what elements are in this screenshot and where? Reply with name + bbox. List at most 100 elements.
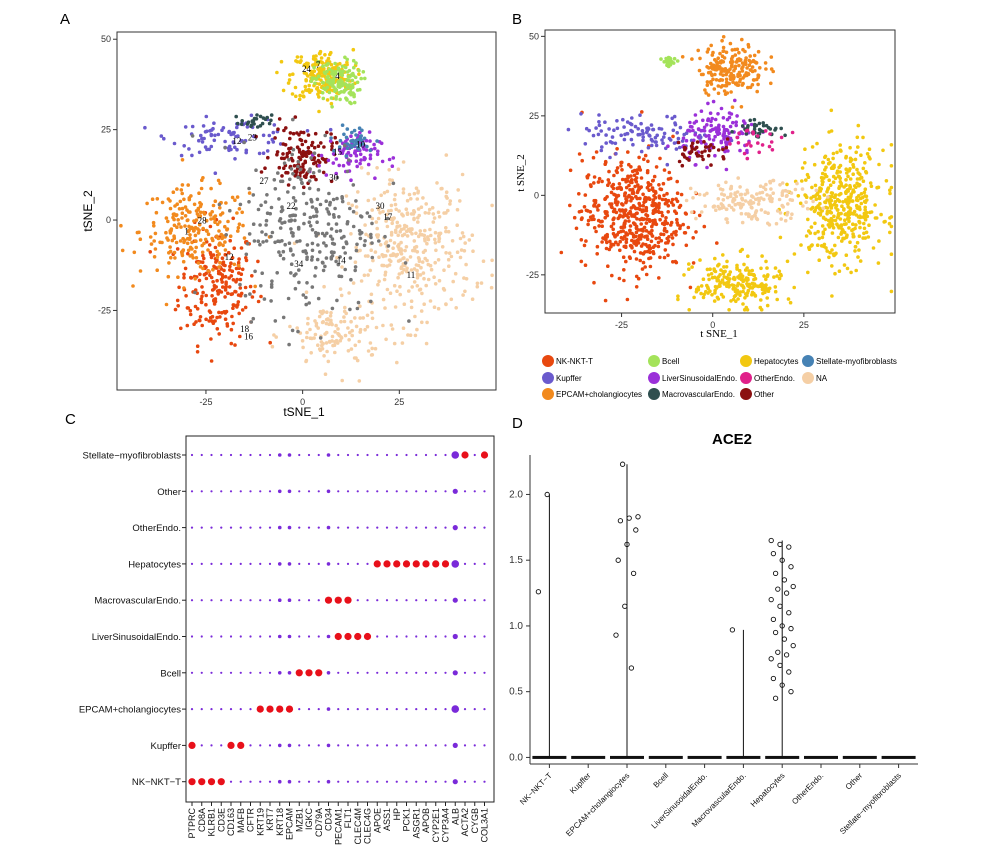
panel-b-point	[713, 117, 718, 122]
panel-b-point	[724, 50, 729, 55]
panel-b-point	[634, 257, 639, 261]
panel-a-point	[381, 254, 386, 259]
panel-a-point	[365, 211, 370, 215]
panel-b-point	[859, 153, 863, 157]
panel-a-point	[291, 147, 296, 152]
panel-b-point	[615, 166, 620, 170]
panel-a-point	[193, 276, 197, 281]
panel-a-point	[291, 231, 295, 235]
dotplot-dot	[373, 560, 381, 568]
panel-a-point	[356, 190, 360, 194]
panel-a-point	[316, 89, 321, 93]
panel-a-point	[331, 161, 336, 165]
dotplot-dot	[229, 599, 233, 602]
dotplot-dot	[249, 671, 252, 674]
dotplot-dot	[259, 599, 262, 602]
panel-a-point	[296, 164, 300, 169]
panel-a-point	[353, 316, 357, 320]
panel-a-point	[304, 201, 309, 206]
panel-b-point	[720, 188, 725, 192]
panel-b-point	[621, 214, 625, 219]
dotplot-dot	[277, 779, 282, 784]
panel-a-point	[185, 323, 190, 328]
panel-b-point	[823, 154, 828, 159]
panel-b-point	[734, 120, 738, 124]
panel-a-point	[256, 259, 260, 264]
panel-a-point	[213, 245, 218, 250]
panel-b-point	[694, 216, 698, 221]
panel-a-point	[258, 114, 263, 119]
panel-b-point	[586, 222, 590, 227]
panel-b-point	[724, 180, 728, 185]
panel-b-point	[751, 195, 755, 199]
panel-a-point	[265, 211, 270, 215]
panel-a-point	[180, 216, 184, 220]
panel-a-point	[359, 158, 363, 162]
panel-b-point	[579, 238, 584, 242]
panel-b-point	[646, 145, 651, 150]
panel-a-point	[172, 223, 177, 228]
panel-b-point	[644, 213, 648, 217]
panel-a-point	[195, 350, 200, 354]
panel-b-point	[748, 54, 752, 58]
panel-b-point	[579, 259, 584, 264]
panel-b-point	[843, 218, 847, 222]
panel-b-point	[740, 220, 745, 225]
panel-b-point	[759, 129, 763, 133]
panel-b-point	[735, 263, 739, 268]
panel-b-point	[689, 149, 694, 154]
panel-a-point	[370, 221, 374, 226]
panel-b-point	[716, 148, 721, 152]
panel-a-point	[206, 269, 211, 273]
panel-b-point	[707, 148, 712, 153]
panel-a-point	[354, 199, 358, 203]
dotplot-dot	[473, 708, 476, 711]
dotplot-dot	[366, 453, 369, 457]
panel-b-point	[842, 236, 846, 241]
panel-b-point	[673, 121, 677, 125]
violin-point	[781, 636, 788, 642]
panel-a-point	[350, 333, 355, 338]
panel-a-point	[375, 226, 380, 231]
panel-b-point	[861, 215, 865, 219]
panel-a-point	[238, 286, 243, 290]
panel-b-point	[841, 200, 845, 204]
panel-a-point	[207, 147, 212, 152]
panel-b-point	[621, 229, 625, 233]
panel-a-point	[143, 125, 147, 130]
panel-b-point	[828, 160, 832, 165]
panel-b-point	[764, 259, 768, 264]
panel-a-point	[338, 255, 342, 259]
panel-a-point	[375, 139, 379, 143]
panel-a-point	[286, 190, 290, 194]
panel-b-point	[790, 198, 795, 202]
dotplot-dot	[346, 526, 350, 529]
panel-a-point	[291, 253, 295, 257]
panel-b-point	[827, 255, 831, 260]
panel-b-point	[722, 131, 726, 136]
panel-a-point	[392, 241, 397, 245]
panel-b-point	[660, 197, 665, 202]
panel-a-point	[210, 294, 214, 298]
panel-b-point	[619, 225, 623, 230]
panel-a-point	[223, 240, 227, 244]
panel-a-point	[317, 153, 321, 158]
panel-a-point	[251, 193, 256, 197]
panel-a-point	[337, 332, 341, 337]
panel-a-point	[308, 90, 312, 94]
panel-a-point	[376, 282, 380, 287]
panel-b-point	[690, 265, 694, 269]
panel-a-point	[321, 309, 326, 313]
panel-a-point	[359, 166, 364, 170]
panel-a-point	[394, 207, 399, 212]
panel-b-point	[760, 254, 764, 258]
panel-b-point	[873, 203, 877, 207]
panel-a-point	[211, 126, 215, 131]
dotplot-dot	[307, 562, 311, 566]
panel-a-point	[240, 308, 245, 312]
panel-a-point	[352, 92, 356, 97]
panel-b-point	[706, 101, 710, 106]
panel-a-point	[184, 294, 188, 298]
panel-b-point	[835, 150, 839, 155]
panel-a-point	[381, 209, 385, 214]
